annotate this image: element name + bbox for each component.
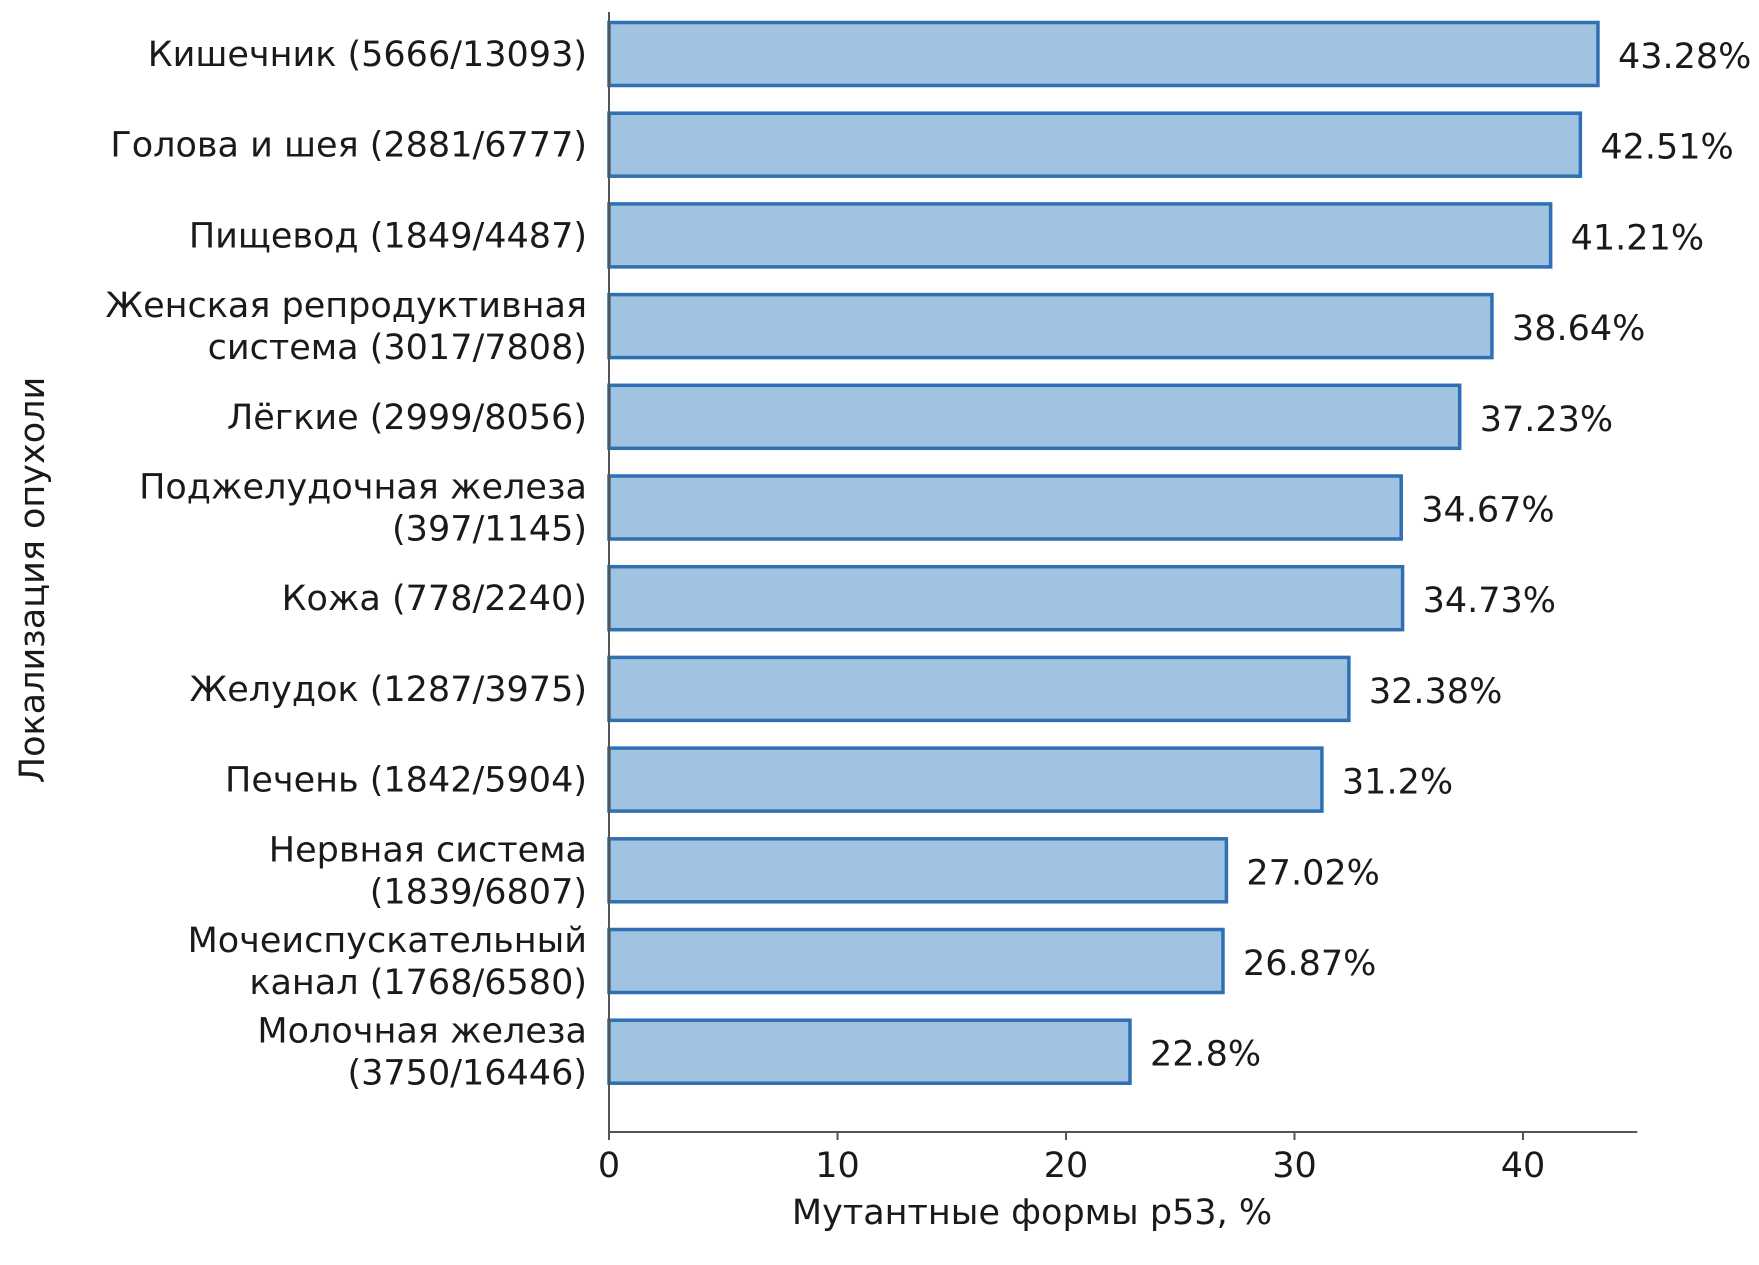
x-tick-label: 10 — [815, 1146, 860, 1186]
bar — [607, 655, 1351, 723]
category-label: Нервная система — [269, 830, 587, 870]
x-tick-label: 20 — [1044, 1146, 1089, 1186]
value-label: 34.67% — [1421, 491, 1554, 531]
category-label: Лёгкие (2999/8056) — [227, 398, 587, 438]
category-label: система (3017/7808) — [208, 328, 587, 368]
bars-group — [607, 20, 1600, 1085]
category-label: Кожа (778/2240) — [282, 579, 587, 619]
category-label: Желудок (1287/3975) — [190, 670, 587, 710]
category-label: (3750/16446) — [347, 1054, 587, 1094]
category-label: канал (1768/6580) — [249, 963, 587, 1003]
bar — [607, 564, 1405, 632]
x-tick-label: 40 — [1501, 1146, 1546, 1186]
category-label: Голова и шея (2881/6777) — [110, 126, 587, 166]
y-axis-title: Локализация опухоли — [13, 377, 53, 784]
value-label: 34.73% — [1423, 581, 1556, 621]
value-label: 38.64% — [1512, 309, 1645, 349]
value-label: 26.87% — [1243, 944, 1376, 984]
x-ticks-group: 0 10 20 30 40 — [598, 1132, 1545, 1186]
bar — [607, 837, 1229, 904]
value-label: 22.8% — [1150, 1035, 1261, 1075]
x-tick-label: 30 — [1272, 1146, 1317, 1186]
category-label: Мочеиспускательный — [188, 921, 587, 961]
bar — [607, 474, 1403, 541]
category-label: Молочная железа — [257, 1012, 587, 1052]
bar — [607, 202, 1553, 269]
category-label: Печень (1842/5904) — [225, 761, 587, 801]
bar — [607, 927, 1225, 995]
x-axis-title: Мутантные формы p53, % — [792, 1193, 1272, 1233]
value-labels-group: 43.28% 42.51% 41.21% 38.64% 37.23% 34.67% 34.7… — [1150, 37, 1751, 1075]
bar — [607, 383, 1462, 451]
category-label: Женская репродуктивная — [105, 286, 587, 326]
x-tick-label: 0 — [598, 1146, 620, 1186]
value-label: 43.28% — [1618, 37, 1751, 77]
category-label: Поджелудочная железа — [139, 468, 587, 508]
category-label: Кишечник (5666/13093) — [148, 35, 587, 75]
category-label: (397/1145) — [392, 510, 587, 550]
value-label: 41.21% — [1571, 218, 1704, 258]
category-labels-group: Кишечник (5666/13093) Голова и шея (2881/… — [105, 35, 587, 1094]
value-label: 37.23% — [1480, 400, 1613, 440]
value-label: 42.51% — [1600, 128, 1733, 168]
category-label: (1839/6807) — [370, 872, 587, 912]
bar — [607, 292, 1494, 360]
bar — [607, 1018, 1132, 1085]
value-label: 27.02% — [1246, 853, 1379, 893]
category-label: Пищевод (1849/4487) — [189, 216, 587, 256]
bar — [607, 20, 1600, 88]
bar — [607, 111, 1583, 178]
value-label: 31.2% — [1342, 763, 1453, 803]
value-label: 32.38% — [1369, 672, 1502, 712]
bar — [607, 746, 1324, 813]
